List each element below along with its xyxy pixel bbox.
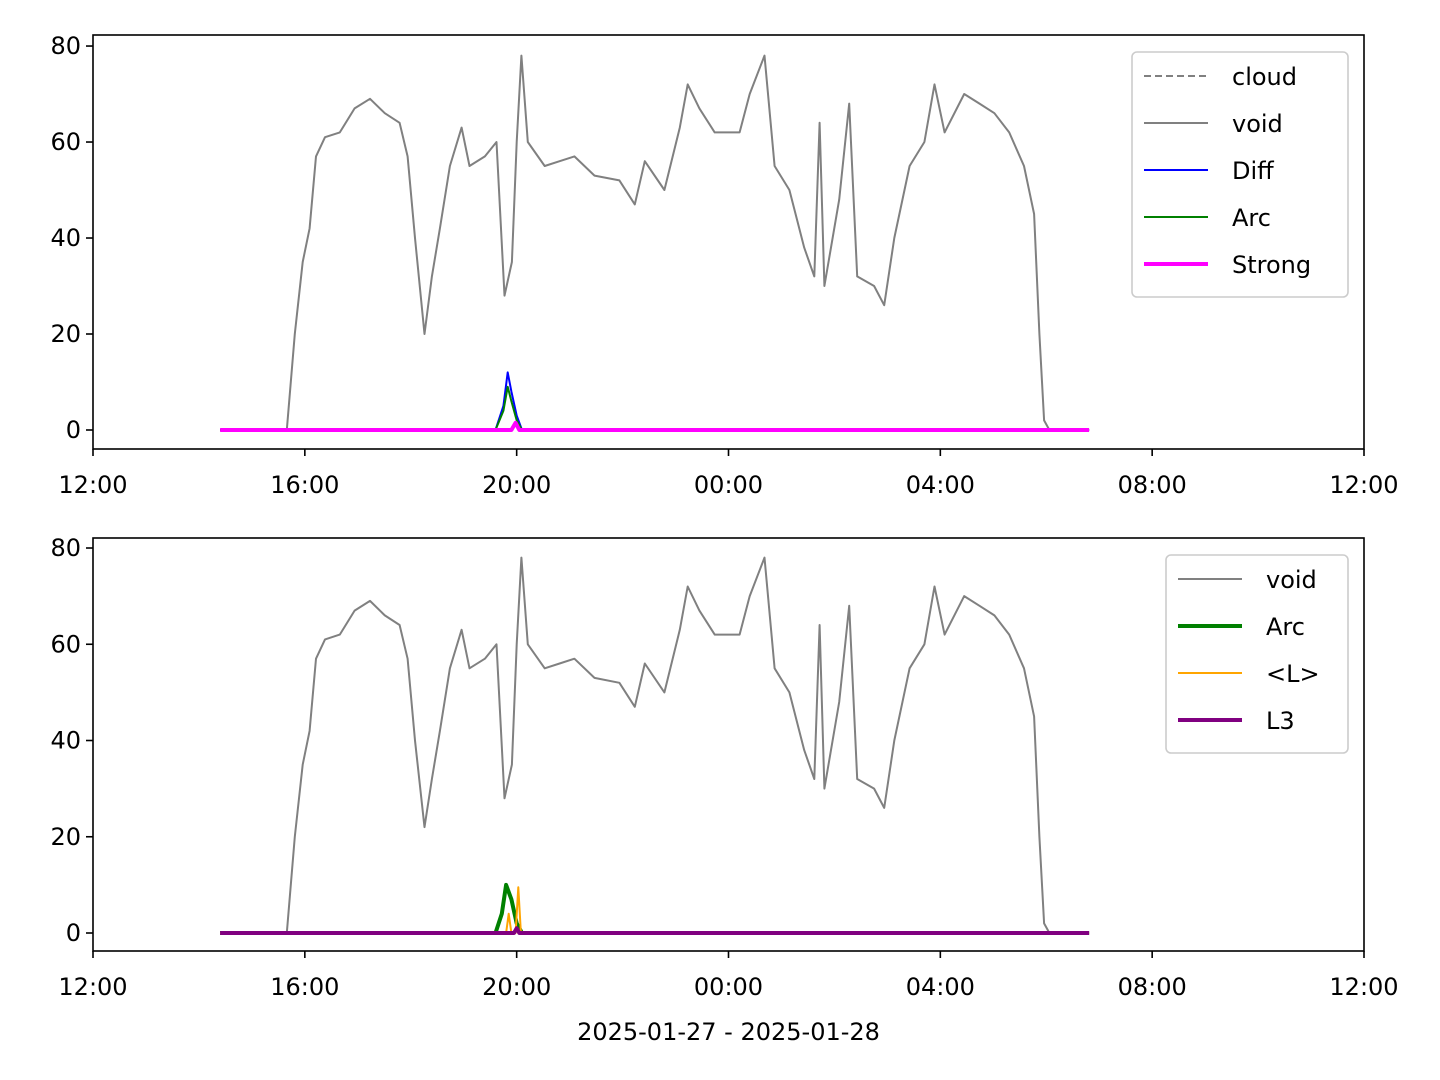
y-tick-label: 80 bbox=[50, 534, 81, 562]
x-tick-label: 12:00 bbox=[58, 471, 127, 499]
series-line bbox=[220, 385, 1090, 431]
x-tick-label: 08:00 bbox=[1118, 471, 1187, 499]
series-line bbox=[220, 54, 1090, 431]
x-tick-label: 00:00 bbox=[694, 471, 763, 499]
legend-label: void bbox=[1232, 110, 1283, 138]
series-line bbox=[220, 926, 1090, 935]
legend-label: <L> bbox=[1266, 660, 1320, 688]
legend-label: void bbox=[1266, 566, 1317, 594]
series-line bbox=[220, 886, 1090, 934]
y-tick-label: 40 bbox=[50, 727, 81, 755]
x-tick-label: 08:00 bbox=[1118, 973, 1187, 1001]
legend-label: Arc bbox=[1266, 613, 1305, 641]
x-tick-label: 16:00 bbox=[270, 471, 339, 499]
series-line bbox=[220, 556, 1090, 934]
x-tick-label: 20:00 bbox=[482, 973, 551, 1001]
series-line bbox=[220, 420, 1090, 432]
y-tick-label: 0 bbox=[66, 919, 81, 947]
x-tick-label: 04:00 bbox=[906, 471, 975, 499]
legend-label: Diff bbox=[1232, 157, 1274, 185]
series-line bbox=[220, 371, 1090, 431]
series-line bbox=[220, 882, 1090, 935]
x-tick-label: 16:00 bbox=[270, 973, 339, 1001]
legend-label: Strong bbox=[1232, 251, 1311, 279]
y-tick-label: 60 bbox=[50, 128, 81, 156]
x-tick-label: 12:00 bbox=[1329, 471, 1398, 499]
legend-box bbox=[1131, 51, 1349, 298]
y-tick-label: 40 bbox=[50, 224, 81, 252]
x-tick-label: 12:00 bbox=[1329, 973, 1398, 1001]
x-tick-label: 04:00 bbox=[906, 973, 975, 1001]
legend-box bbox=[1165, 554, 1349, 754]
y-tick-label: 20 bbox=[50, 823, 81, 851]
x-tick-label: 00:00 bbox=[694, 973, 763, 1001]
y-tick-label: 0 bbox=[66, 416, 81, 444]
legend-label: cloud bbox=[1232, 63, 1297, 91]
legend-label: Arc bbox=[1232, 204, 1271, 232]
x-axis-label: 2025-01-27 - 2025-01-28 bbox=[577, 1018, 880, 1046]
y-tick-label: 20 bbox=[50, 320, 81, 348]
x-tick-label: 12:00 bbox=[58, 973, 127, 1001]
y-tick-label: 60 bbox=[50, 630, 81, 658]
y-tick-label: 80 bbox=[50, 32, 81, 60]
legend-label: L3 bbox=[1266, 707, 1295, 735]
x-tick-label: 20:00 bbox=[482, 471, 551, 499]
